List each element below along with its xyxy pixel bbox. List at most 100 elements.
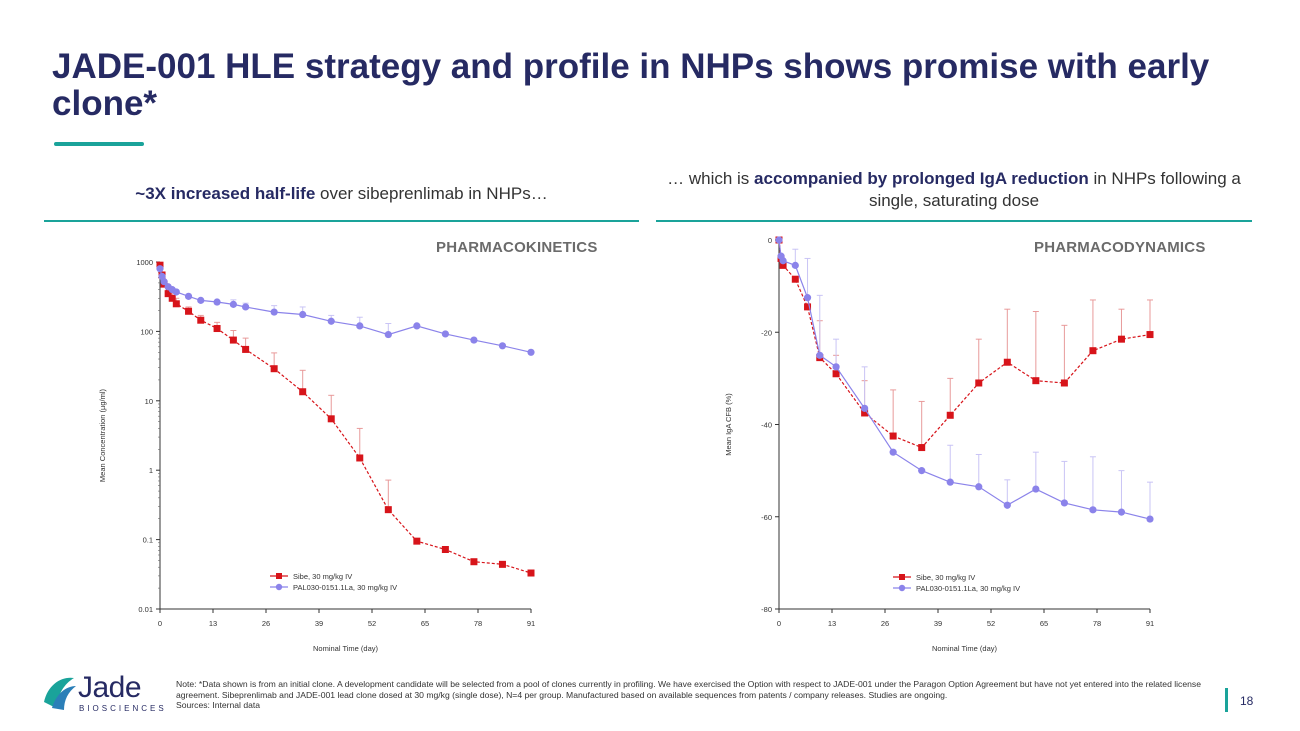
pk-y-tick-label: 0.01 bbox=[138, 605, 153, 614]
page-number-bar bbox=[1225, 688, 1228, 712]
pk-legend-label: PAL030-0151.1La, 30 mg/kg IV bbox=[293, 583, 397, 592]
pd-pal-point bbox=[816, 351, 824, 359]
pk-sibe-point bbox=[327, 415, 335, 423]
pk-x-tick-label: 52 bbox=[368, 619, 376, 628]
pk-pal-point bbox=[441, 330, 449, 338]
pk-sibe-point bbox=[299, 388, 307, 396]
right-subheading-bold: accompanied by prolonged IgA reduction bbox=[754, 169, 1089, 188]
pd-x-tick-label: 0 bbox=[777, 619, 781, 628]
logo-wordmark: Jade bbox=[78, 671, 142, 704]
pk-x-tick-label: 39 bbox=[315, 619, 323, 628]
pd-sibe-point bbox=[1003, 358, 1011, 366]
footnote-note: Note: *Data shown is from an initial clo… bbox=[176, 679, 1201, 700]
page-number: 18 bbox=[1240, 694, 1254, 708]
pd-pal-point bbox=[775, 236, 783, 244]
pk-x-tick-label: 26 bbox=[262, 619, 270, 628]
pd-section-label: PHARMACODYNAMICS bbox=[1034, 239, 1206, 256]
pk-sibe-point bbox=[197, 316, 205, 324]
pd-sibe-point bbox=[918, 444, 926, 452]
pd-x-tick-label: 26 bbox=[881, 619, 889, 628]
pk-pal-point bbox=[299, 310, 307, 319]
pd-sibe-point bbox=[1032, 377, 1040, 385]
jade-logo-icon bbox=[44, 677, 76, 710]
pk-sibe-point bbox=[384, 506, 392, 514]
pd-y-tick-label: -20 bbox=[761, 328, 772, 337]
right-subheading-post: in NHPs following a single, saturating d… bbox=[868, 169, 1241, 210]
pd-sibe-point bbox=[1060, 379, 1068, 387]
pk-pal-point bbox=[184, 292, 193, 300]
pd-x-tick-label: 39 bbox=[934, 619, 942, 628]
pk-sibe-point bbox=[185, 307, 193, 315]
pk-sibe-point bbox=[356, 454, 364, 462]
pd-pal-point bbox=[791, 261, 799, 269]
pd-sibe-point bbox=[791, 275, 799, 283]
pd-sibe-point bbox=[889, 432, 897, 440]
logo-subtext: BIOSCIENCES bbox=[79, 704, 167, 713]
pk-pal-point bbox=[356, 322, 364, 330]
pd-pal-point bbox=[975, 483, 983, 491]
pk-sibe-point bbox=[470, 558, 478, 566]
pd-pal-point bbox=[1146, 515, 1154, 523]
pk-y-tick-label: 10 bbox=[145, 397, 153, 406]
pk-legend-marker bbox=[276, 573, 282, 579]
pd-y-tick-label: 0 bbox=[768, 236, 772, 245]
pd-pal-point bbox=[779, 257, 787, 265]
pd-pal-point bbox=[1003, 501, 1011, 509]
right-subheading: … which is accompanied by prolonged IgA … bbox=[655, 168, 1253, 212]
pd-series-line bbox=[778, 239, 1151, 520]
pk-x-tick-label: 13 bbox=[209, 619, 217, 628]
left-subheading-bold: ~3X increased half-life bbox=[135, 184, 316, 203]
pk-pal-point bbox=[197, 296, 205, 304]
pk-pal-point bbox=[270, 308, 278, 316]
pk-x-tick-label: 0 bbox=[158, 619, 162, 628]
pk-pal-point bbox=[160, 278, 168, 286]
pk-sibe-point bbox=[164, 290, 172, 298]
pd-sibe-point bbox=[975, 379, 983, 387]
pk-pal-point bbox=[498, 342, 507, 350]
pk-sibe-point bbox=[413, 537, 421, 545]
pk-sibe-point bbox=[441, 546, 449, 554]
pd-sibe-point bbox=[779, 261, 787, 269]
pk-x-tick-label: 65 bbox=[421, 619, 429, 628]
pd-sibe-point bbox=[832, 370, 840, 378]
pk-x-axis-label: Nominal Time (day) bbox=[313, 644, 379, 653]
pd-pal-point bbox=[832, 363, 840, 371]
pk-legend-marker bbox=[275, 583, 283, 591]
pk-y-tick-label: 1000 bbox=[136, 258, 153, 267]
pk-sibe-point bbox=[527, 569, 535, 577]
pd-legend-label: Sibe, 30 mg/kg IV bbox=[916, 573, 975, 582]
pd-sibe-point bbox=[1089, 347, 1097, 355]
pk-x-tick-label: 78 bbox=[474, 619, 482, 628]
pd-y-tick-label: -80 bbox=[761, 605, 772, 614]
pd-pal-point bbox=[1089, 506, 1097, 514]
pd-sibe-point bbox=[861, 409, 869, 417]
pk-sibe-point bbox=[498, 560, 506, 568]
pk-sibe-point bbox=[270, 365, 278, 373]
pk-pal-point bbox=[213, 298, 221, 306]
pk-section-label: PHARMACOKINETICS bbox=[436, 239, 598, 256]
pd-y-tick-label: -60 bbox=[761, 513, 772, 522]
title-underline bbox=[54, 142, 144, 146]
pk-sibe-point bbox=[213, 325, 221, 333]
pk-pal-point bbox=[327, 317, 335, 325]
pd-pal-point bbox=[889, 448, 897, 456]
pk-pal-point bbox=[527, 348, 535, 356]
pk-pal-point bbox=[242, 303, 250, 311]
pd-x-tick-label: 78 bbox=[1093, 619, 1101, 628]
right-divider bbox=[656, 220, 1252, 222]
left-subheading: ~3X increased half-life over sibeprenlim… bbox=[44, 183, 639, 205]
pd-x-axis-label: Nominal Time (day) bbox=[932, 644, 998, 653]
left-subheading-text: over sibeprenlimab in NHPs… bbox=[315, 184, 548, 203]
pd-sibe-point bbox=[1146, 331, 1154, 339]
pk-sibe-point bbox=[172, 300, 180, 308]
pk-legend-label: Sibe, 30 mg/kg IV bbox=[293, 572, 352, 581]
pd-sibe-point bbox=[946, 411, 954, 419]
pd-series-line bbox=[778, 239, 1151, 449]
pd-sibe-point bbox=[804, 303, 812, 311]
pd-x-tick-label: 65 bbox=[1040, 619, 1048, 628]
pd-pal-point bbox=[861, 404, 869, 412]
pk-y-tick-label: 0.1 bbox=[143, 536, 153, 545]
pd-legend-marker bbox=[899, 574, 905, 580]
pk-pal-point bbox=[156, 265, 164, 273]
